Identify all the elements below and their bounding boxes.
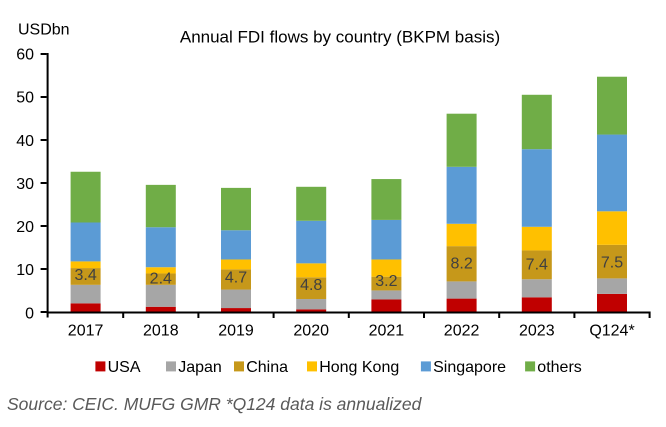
svg-text:Hong Kong: Hong Kong [319,359,399,376]
svg-text:2.4: 2.4 [150,270,172,287]
svg-text:2020: 2020 [293,322,329,339]
svg-text:40: 40 [16,133,34,150]
svg-text:2022: 2022 [444,322,480,339]
svg-text:Source: CEIC. MUFG GMR *Q124 d: Source: CEIC. MUFG GMR *Q124 data is ann… [7,394,423,414]
svg-text:20: 20 [16,219,34,236]
svg-text:3.2: 3.2 [375,273,397,290]
svg-text:4.8: 4.8 [300,277,322,294]
svg-text:4.7: 4.7 [225,269,247,286]
svg-text:USDbn: USDbn [18,22,70,39]
svg-text:2018: 2018 [143,322,179,339]
svg-text:2019: 2019 [218,322,254,339]
svg-text:USA: USA [108,359,141,376]
svg-text:Singapore: Singapore [433,359,506,376]
svg-text:2021: 2021 [369,322,405,339]
svg-text:50: 50 [16,90,34,107]
svg-text:China: China [246,359,288,376]
svg-text:2023: 2023 [519,322,555,339]
svg-text:0: 0 [25,305,34,322]
svg-text:7.4: 7.4 [526,256,548,273]
svg-text:Q124*: Q124* [589,322,634,339]
svg-text:others: others [537,359,581,376]
svg-text:2017: 2017 [68,322,104,339]
svg-text:30: 30 [16,176,34,193]
svg-text:10: 10 [16,262,34,279]
svg-text:3.4: 3.4 [74,267,96,284]
svg-text:Japan: Japan [178,359,222,376]
svg-text:60: 60 [16,47,34,64]
svg-text:Annual FDI flows by country (B: Annual FDI flows by country (BKPM basis) [180,28,500,47]
svg-text:8.2: 8.2 [450,256,472,273]
svg-text:7.5: 7.5 [601,254,623,271]
